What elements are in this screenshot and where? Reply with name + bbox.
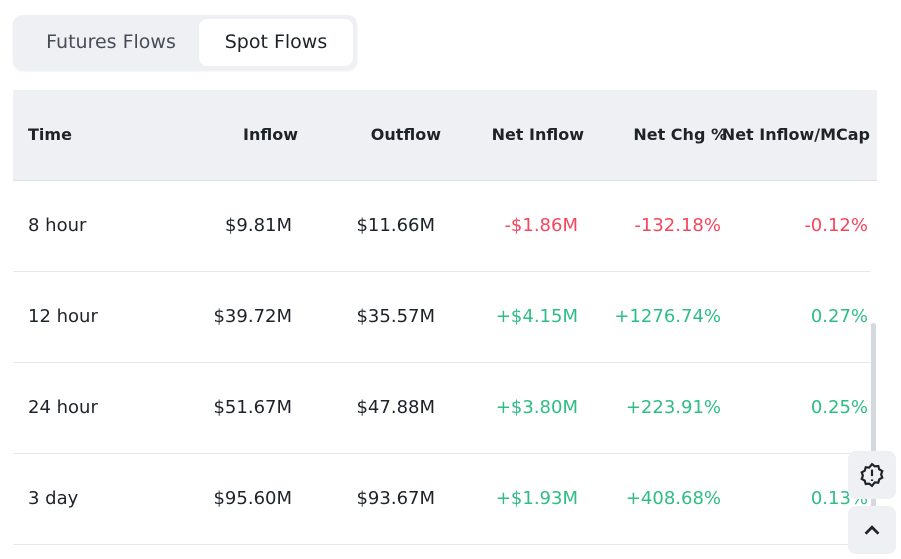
column-header-net-inflow-mcap: Net Inflow/MCap: [721, 125, 870, 144]
tab-spot-flows[interactable]: Spot Flows: [199, 19, 353, 66]
tab-futures-flows[interactable]: Futures Flows: [46, 31, 176, 53]
inflow-cell: $95.60M: [213, 488, 292, 509]
table-header: Time Inflow Outflow Net Inflow Net Chg %…: [13, 90, 877, 181]
flow-type-tabs: Futures Flows Spot Flows: [13, 15, 357, 70]
outflow-cell: $11.66M: [356, 215, 435, 236]
net-chg-cell: +1276.74%: [614, 306, 721, 327]
scroll-to-top-button[interactable]: [848, 506, 896, 554]
time-cell: 8 hour: [28, 215, 87, 236]
flows-table: Time Inflow Outflow Net Inflow Net Chg %…: [13, 90, 877, 545]
chevron-up-icon: [864, 525, 880, 535]
column-header-time: Time: [28, 125, 72, 144]
outflow-cell: $35.57M: [356, 306, 435, 327]
time-cell: 12 hour: [28, 306, 98, 327]
inflow-cell: $39.72M: [213, 306, 292, 327]
net-chg-cell: +408.68%: [625, 488, 721, 509]
column-header-net-inflow: Net Inflow: [491, 125, 584, 144]
alert-badge-icon: [860, 462, 884, 488]
scrollbar[interactable]: [871, 323, 876, 510]
net-inflow-cell: +$1.93M: [495, 488, 578, 509]
outflow-cell: $47.88M: [356, 397, 435, 418]
time-cell: 24 hour: [28, 397, 98, 418]
net-chg-cell: +223.91%: [625, 397, 721, 418]
inflow-cell: $9.81M: [224, 215, 292, 236]
net-inflow-cell: -$1.86M: [504, 215, 578, 236]
column-header-net-chg: Net Chg %: [633, 125, 727, 144]
feedback-button[interactable]: [848, 451, 896, 499]
table-row: 24 hour $51.67M $47.88M +$3.80M +223.91% 0.25…: [13, 363, 871, 454]
time-cell: 3 day: [28, 488, 79, 509]
outflow-cell: $93.67M: [356, 488, 435, 509]
net-inflow-cell: +$3.80M: [495, 397, 578, 418]
net-inflow-mcap-cell: 0.25%: [810, 397, 868, 418]
net-inflow-mcap-cell: -0.12%: [804, 215, 868, 236]
net-inflow-mcap-cell: 0.27%: [810, 306, 868, 327]
net-inflow-cell: +$4.15M: [495, 306, 578, 327]
table-row: 12 hour $39.72M $35.57M +$4.15M +1276.74% 0.2…: [13, 272, 871, 363]
table-row: 8 hour $9.81M $11.66M -$1.86M -132.18% -0.12%: [13, 181, 871, 272]
column-header-outflow: Outflow: [370, 125, 441, 144]
column-header-inflow: Inflow: [243, 125, 298, 144]
net-chg-cell: -132.18%: [634, 215, 721, 236]
inflow-cell: $51.67M: [213, 397, 292, 418]
table-row: 3 day $95.60M $93.67M +$1.93M +408.68% 0.13%: [13, 454, 871, 545]
